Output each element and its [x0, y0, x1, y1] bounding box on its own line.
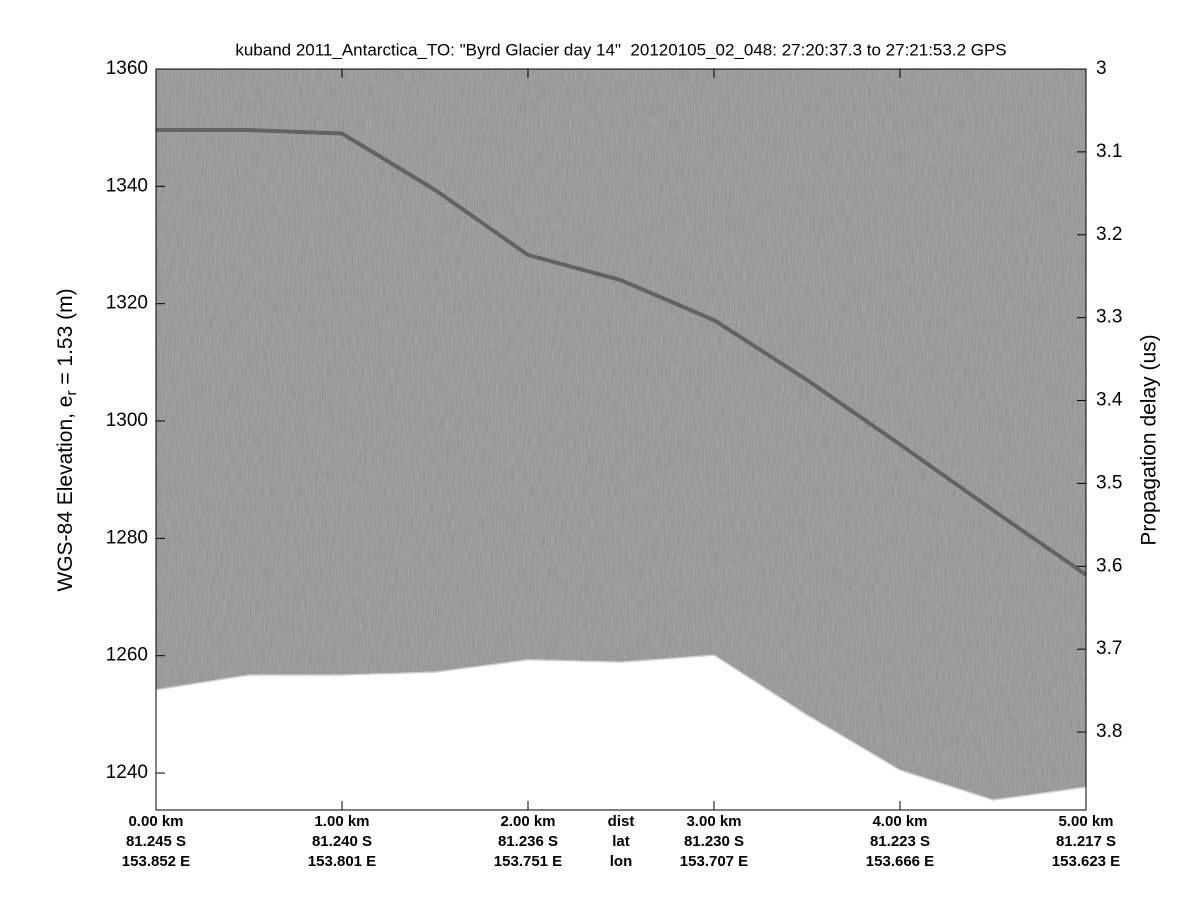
y-tick-label: 1340	[106, 175, 148, 196]
x-lon-label: 153.666 E	[866, 853, 934, 870]
x-lon-label: 153.852 E	[122, 853, 190, 870]
x-tick-label: 0.00 km	[128, 813, 183, 830]
data-extent-line	[155, 654, 1087, 801]
y2-tick-label: 3.8	[1096, 721, 1122, 742]
x-lat-label: 81.230 S	[684, 833, 744, 850]
x-lon-label: 153.801 E	[308, 853, 376, 870]
y-axis-label: WGS-84 Elevation, er = 1.53 (m)	[54, 288, 80, 591]
x-row-label: dist	[608, 813, 635, 830]
chart-title: kuband 2011_Antarctica_TO: "Byrd Glacier…	[235, 40, 1006, 59]
x-lat-label: 81.245 S	[126, 833, 186, 850]
y-tick-label: 1300	[106, 410, 148, 431]
x-lat-label: 81.236 S	[498, 833, 558, 850]
y2-axis-label: Propagation delay (us)	[1138, 334, 1161, 545]
y-label-part: WGS-84 Elevation, e	[54, 396, 77, 592]
reflector-line	[156, 128, 1088, 577]
x-lon-label: 153.707 E	[680, 853, 748, 870]
x-tick-label: 3.00 km	[686, 813, 741, 830]
no-data-fill	[156, 655, 1086, 810]
x-tick-label: 2.00 km	[500, 813, 555, 830]
y2-tick-label: 3.2	[1096, 224, 1122, 245]
plot-frame	[155, 68, 1087, 811]
y-label-part: = 1.53 (m)	[54, 288, 77, 390]
y-tick-label: 1280	[106, 527, 148, 548]
y2-tick-label: 3.7	[1096, 638, 1122, 659]
x-lat-label: 81.217 S	[1056, 833, 1116, 850]
x-tick-label: 5.00 km	[1058, 813, 1113, 830]
y-tick-label: 1260	[106, 645, 148, 666]
y2-tick-label: 3.1	[1096, 141, 1122, 162]
x-tick-label: 1.00 km	[314, 813, 369, 830]
y2-tick-label: 3	[1096, 58, 1107, 79]
x-lon-label: 153.623 E	[1052, 853, 1120, 870]
y2-tick-label: 3.3	[1096, 307, 1122, 328]
y2-tick-label: 3.6	[1096, 555, 1122, 576]
y2-tick-label: 3.4	[1096, 390, 1123, 411]
y-tick-label: 1240	[106, 762, 148, 783]
x-lon-label: 153.751 E	[494, 853, 562, 870]
y-tick-label: 1360	[106, 58, 148, 79]
x-lat-label: 81.240 S	[312, 833, 372, 850]
y-label-subscript: r	[63, 391, 80, 396]
x-lat-label: 81.223 S	[870, 833, 930, 850]
y2-tick-label: 3.5	[1096, 472, 1122, 493]
x-row-label: lat	[612, 833, 630, 850]
x-row-label: lon	[610, 853, 633, 870]
x-tick-label: 4.00 km	[872, 813, 927, 830]
y-tick-label: 1320	[106, 293, 148, 314]
